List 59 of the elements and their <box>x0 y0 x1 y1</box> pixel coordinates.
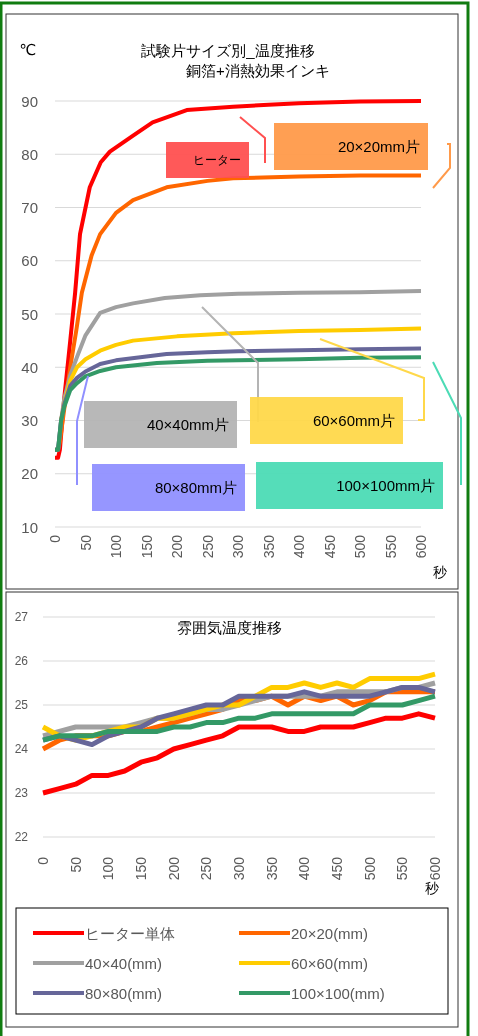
y-tick-label: 70 <box>21 199 38 216</box>
x-tick-label: 600 <box>413 534 429 559</box>
x-tick-label: 500 <box>352 534 368 559</box>
chart-title: 雰囲気温度推移 <box>176 618 282 636</box>
legend-label: 20×20(mm) <box>291 924 369 942</box>
annotation: 100×100mm片 <box>336 477 435 494</box>
y-axis-title: ℃ <box>19 41 37 58</box>
chart-title: 試験片サイズ別_温度推移 <box>141 41 315 59</box>
y-tick-label: 25 <box>14 698 29 712</box>
legend-label: 80×80(mm) <box>85 984 163 1002</box>
x-tick-label: 400 <box>296 856 313 881</box>
legend-label: ヒーター単体 <box>85 924 175 942</box>
annotation: ヒーター <box>193 153 241 167</box>
y-tick-label: 26 <box>14 654 29 668</box>
x-tick-label: 50 <box>67 856 84 873</box>
annotation: 20×20mm片 <box>337 138 420 155</box>
y-tick-label: 50 <box>21 305 38 323</box>
x-tick-label: 250 <box>198 856 215 881</box>
x-tick-label: 50 <box>77 534 94 551</box>
x-tick-label: 200 <box>169 534 185 559</box>
x-tick-label: 550 <box>382 534 399 559</box>
y-tick-label: 23 <box>14 786 29 800</box>
y-tick-label: 80 <box>21 145 38 163</box>
y-tick-label: 60 <box>21 252 38 270</box>
y-tick-label: 24 <box>14 742 29 756</box>
x-tick-label: 200 <box>165 856 182 881</box>
y-tick-label: 22 <box>14 830 29 844</box>
annotation: 60×60mm片 <box>312 412 395 429</box>
legend-label: 40×40(mm) <box>85 954 163 972</box>
x-tick-label: 450 <box>329 856 345 881</box>
chart-subtitle: 銅箔+消熱効果インキ <box>186 61 330 79</box>
y-tick-label: 10 <box>21 518 38 536</box>
y-tick-label: 90 <box>21 92 38 110</box>
x-tick-label: 300 <box>231 856 247 881</box>
x-tick-label: 0 <box>47 534 63 543</box>
x-axis-title: 秒 <box>433 564 447 580</box>
x-tick-label: 100 <box>100 856 117 881</box>
x-tick-label: 150 <box>133 856 149 881</box>
x-tick-label: 100 <box>108 534 124 559</box>
x-tick-label: 400 <box>291 534 307 559</box>
x-tick-label: 350 <box>263 856 280 881</box>
x-tick-label: 250 <box>199 534 216 559</box>
x-tick-label: 150 <box>138 534 155 559</box>
x-tick-label: 450 <box>321 534 338 559</box>
x-tick-label: 300 <box>230 534 246 559</box>
x-axis-title: 秒 <box>425 880 439 896</box>
x-tick-label: 0 <box>35 856 51 865</box>
annotation: 40×40mm片 <box>146 416 229 433</box>
x-tick-label: 600 <box>427 856 443 881</box>
y-tick-label: 20 <box>21 465 38 483</box>
legend-label: 60×60(mm) <box>291 954 369 972</box>
annotation: 80×80mm片 <box>154 479 237 496</box>
x-tick-label: 550 <box>394 856 411 881</box>
legend-label: 100×100(mm) <box>291 984 385 1002</box>
y-tick-label: 30 <box>21 412 38 429</box>
y-tick-label: 27 <box>14 610 29 624</box>
x-tick-label: 350 <box>260 534 277 559</box>
y-tick-label: 40 <box>21 358 38 376</box>
x-tick-label: 500 <box>361 856 378 881</box>
